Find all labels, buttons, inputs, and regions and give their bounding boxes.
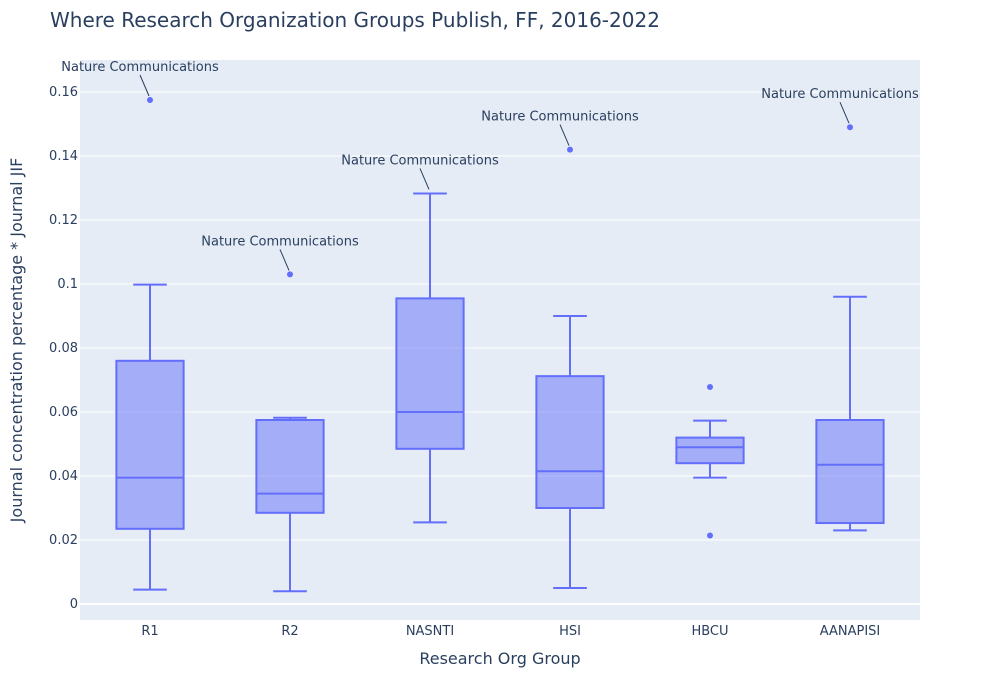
iqr-box: [395, 297, 465, 450]
outlier-point: [847, 124, 853, 131]
box-hbcu: [675, 384, 745, 539]
x-tick-label: AANAPISI: [820, 624, 881, 639]
x-tick-labels: R1 R2 NASNTI HSI HBCU AANAPISI: [141, 624, 880, 639]
x-tick-label: HSI: [559, 624, 581, 639]
box-nasnti: [395, 192, 465, 524]
y-tick-label: 0.16: [49, 85, 78, 100]
outlier-point: [287, 271, 293, 278]
y-tick-label: 0: [70, 597, 78, 612]
boxes: [115, 97, 885, 593]
outlier-point: [147, 97, 153, 103]
plot-background: [80, 60, 920, 620]
y-tick-label: 0.08: [49, 341, 78, 356]
annotation-label: Nature Communications: [761, 87, 919, 102]
grid-lines: [80, 91, 920, 605]
annotation-arrow: [139, 74, 150, 97]
iqr-box: [675, 436, 745, 465]
y-tick-label: 0.04: [49, 469, 78, 484]
annotation-label: Nature Communications: [341, 153, 499, 168]
x-tick-label: R1: [141, 624, 158, 639]
annotation-arrow: [419, 168, 430, 190]
outlier-point: [707, 532, 713, 539]
annotation-label: Nature Communications: [61, 60, 219, 75]
y-tick-labels: 0 0.02 0.04 0.06 0.08 0.1 0.12 0.14 0.16: [49, 85, 78, 612]
annotation-arrow: [559, 124, 570, 146]
x-tick-label: HBCU: [691, 624, 728, 639]
box-r2: [255, 271, 325, 593]
y-tick-label: 0.12: [49, 213, 78, 228]
annotation-label: Nature Communications: [201, 234, 359, 249]
annotations: Nature Communications Nature Communicatio…: [61, 60, 919, 271]
x-tick-label: NASNTI: [406, 624, 454, 639]
y-tick-label: 0.06: [49, 405, 78, 420]
iqr-box: [535, 375, 605, 509]
y-tick-label: 0.02: [49, 533, 78, 548]
y-axis-title: Journal concentration percentage * Journ…: [7, 158, 26, 524]
iqr-box: [815, 419, 885, 525]
box-aanapisi: [815, 124, 885, 532]
y-tick-label: 0.14: [49, 149, 78, 164]
iqr-box: [115, 359, 185, 530]
x-axis-title: Research Org Group: [419, 649, 580, 668]
iqr-box: [255, 419, 325, 514]
outlier-point: [707, 384, 713, 391]
x-tick-label: R2: [281, 624, 298, 639]
box-r1: [115, 97, 185, 591]
annotation-arrow: [839, 102, 850, 124]
y-tick-label: 0.1: [57, 277, 78, 292]
annotation-arrow: [279, 249, 290, 271]
outlier-point: [567, 146, 573, 153]
annotation-label: Nature Communications: [481, 110, 639, 125]
chart-title: Where Research Organization Groups Publi…: [50, 8, 660, 32]
box-hsi: [535, 146, 605, 589]
